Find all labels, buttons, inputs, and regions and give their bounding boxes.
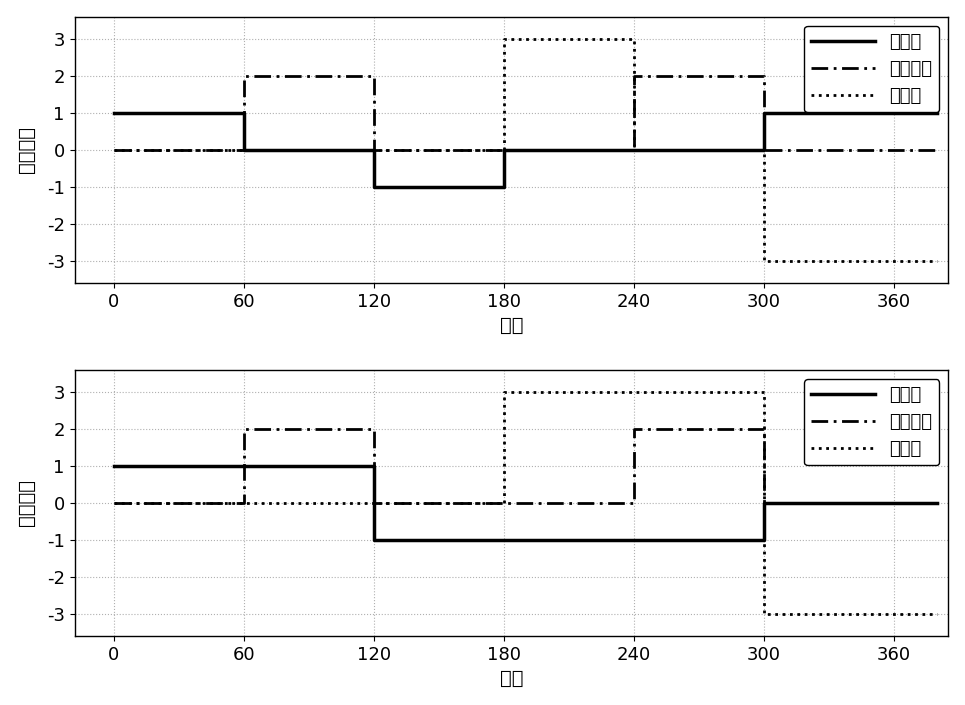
整体前进 <box>237 145 249 154</box>
整体前进 <box>758 145 770 154</box>
整体前进 <box>628 72 640 80</box>
整体前进 <box>237 72 249 80</box>
X-axis label: 时间: 时间 <box>500 316 523 335</box>
Line: 前摆臂: 前摆臂 <box>114 466 937 540</box>
整体前进 <box>498 498 510 507</box>
机械臂 <box>498 388 510 396</box>
前摆臂 <box>368 145 379 154</box>
整体前进 <box>108 498 120 507</box>
Line: 前摆臂: 前摆臂 <box>114 113 937 187</box>
前摆臂 <box>758 498 770 507</box>
整体前进 <box>931 145 943 154</box>
Line: 整体前进: 整体前进 <box>114 429 937 503</box>
整体前进 <box>498 498 510 507</box>
Y-axis label: 动作序列: 动作序列 <box>16 126 36 173</box>
整体前进 <box>237 425 249 434</box>
前摆臂 <box>931 109 943 117</box>
整体前进 <box>628 425 640 434</box>
前摆臂 <box>237 145 249 154</box>
Y-axis label: 动作状态: 动作状态 <box>16 479 36 527</box>
前摆臂 <box>498 183 510 191</box>
前摆臂 <box>237 109 249 117</box>
前摆臂 <box>368 462 379 470</box>
机械臂 <box>498 145 510 154</box>
机械臂 <box>108 498 120 507</box>
机械臂 <box>498 498 510 507</box>
整体前进 <box>498 145 510 154</box>
机械臂 <box>758 257 770 265</box>
整体前进 <box>931 498 943 507</box>
前摆臂 <box>368 536 379 544</box>
Legend: 前摆臂, 整体前进, 机械臂: 前摆臂, 整体前进, 机械臂 <box>804 379 939 465</box>
整体前进 <box>628 498 640 507</box>
整体前进 <box>108 145 120 154</box>
前摆臂 <box>758 109 770 117</box>
整体前进 <box>368 498 379 507</box>
机械臂 <box>758 610 770 618</box>
机械臂 <box>931 257 943 265</box>
整体前进 <box>758 498 770 507</box>
整体前进 <box>498 145 510 154</box>
机械臂 <box>931 610 943 618</box>
整体前进 <box>758 425 770 434</box>
Line: 机械臂: 机械臂 <box>114 392 937 614</box>
前摆臂 <box>498 145 510 154</box>
机械臂 <box>628 35 640 43</box>
前摆臂 <box>758 536 770 544</box>
整体前进 <box>628 145 640 154</box>
前摆臂 <box>108 109 120 117</box>
前摆臂 <box>108 462 120 470</box>
机械臂 <box>108 145 120 154</box>
机械臂 <box>498 35 510 43</box>
整体前进 <box>758 72 770 80</box>
机械臂 <box>628 145 640 154</box>
整体前进 <box>368 145 379 154</box>
X-axis label: 时间: 时间 <box>500 669 523 688</box>
整体前进 <box>368 425 379 434</box>
机械臂 <box>758 145 770 154</box>
Legend: 前摆臂, 整体前进, 机械臂: 前摆臂, 整体前进, 机械臂 <box>804 25 939 112</box>
整体前进 <box>368 72 379 80</box>
前摆臂 <box>368 183 379 191</box>
整体前进 <box>237 498 249 507</box>
前摆臂 <box>758 145 770 154</box>
机械臂 <box>758 388 770 396</box>
Line: 整体前进: 整体前进 <box>114 76 937 149</box>
Line: 机械臂: 机械臂 <box>114 39 937 261</box>
前摆臂 <box>931 498 943 507</box>
